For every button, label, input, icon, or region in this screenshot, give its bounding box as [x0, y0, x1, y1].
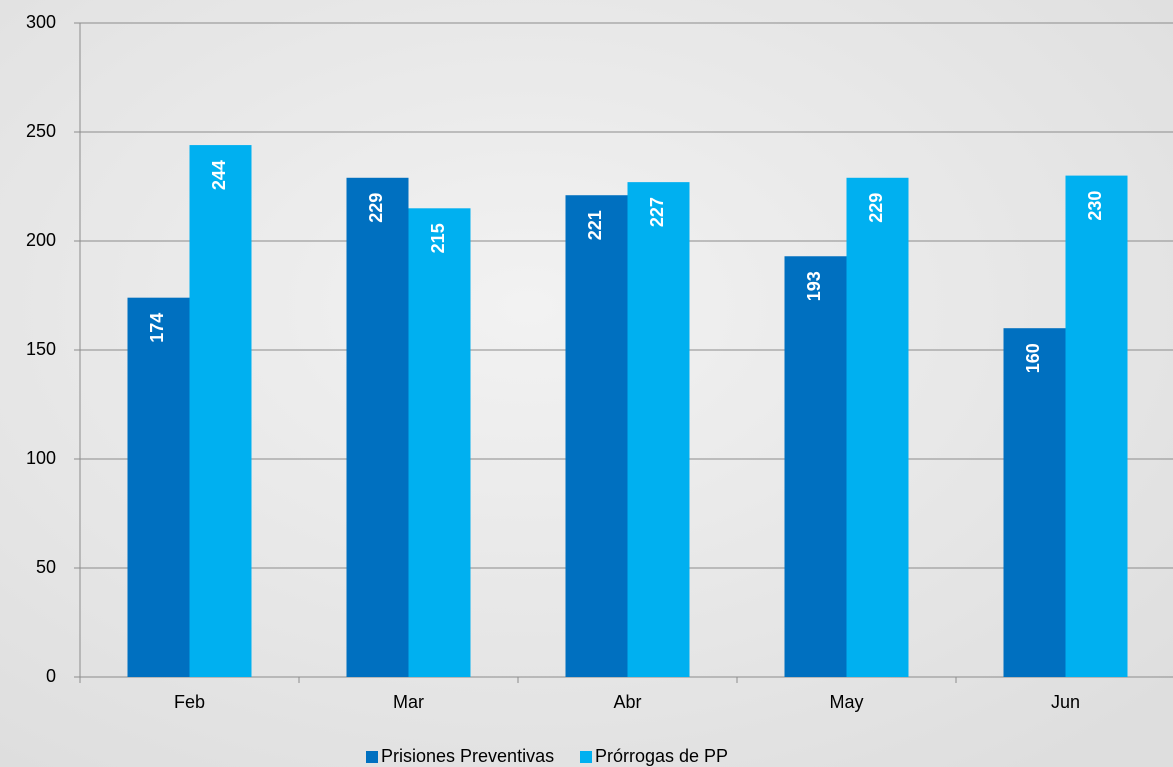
value-label: 229 — [366, 193, 386, 223]
legend-swatch — [366, 751, 378, 763]
y-tick-label: 50 — [36, 557, 56, 577]
legend-label: Prórrogas de PP — [595, 746, 728, 766]
y-tick-label: 300 — [26, 12, 56, 32]
value-label: 193 — [804, 271, 824, 301]
y-tick-label: 200 — [26, 230, 56, 250]
bar — [565, 195, 628, 677]
x-tick-label: Mar — [393, 692, 424, 712]
y-tick-label: 0 — [46, 666, 56, 686]
value-label: 174 — [147, 313, 167, 343]
value-label: 230 — [1085, 191, 1105, 221]
value-label: 229 — [866, 193, 886, 223]
legend-label: Prisiones Preventivas — [381, 746, 554, 766]
value-label: 227 — [647, 197, 667, 227]
y-tick-label: 250 — [26, 121, 56, 141]
value-label: 244 — [209, 160, 229, 190]
bar — [1065, 175, 1128, 677]
bar — [408, 208, 471, 678]
bar — [627, 182, 690, 677]
y-tick-label: 150 — [26, 339, 56, 359]
value-label: 215 — [428, 223, 448, 253]
x-tick-label: Jun — [1051, 692, 1080, 712]
bar — [846, 177, 909, 677]
x-tick-label: Abr — [613, 692, 641, 712]
legend-swatch — [580, 751, 592, 763]
y-tick-label: 100 — [26, 448, 56, 468]
bar — [784, 256, 847, 677]
x-tick-label: May — [829, 692, 863, 712]
bar — [127, 297, 190, 677]
value-label: 221 — [585, 210, 605, 240]
value-label: 160 — [1023, 343, 1043, 373]
bar — [189, 145, 252, 677]
x-tick-label: Feb — [174, 692, 205, 712]
bar — [346, 177, 409, 677]
bar — [1003, 328, 1066, 677]
